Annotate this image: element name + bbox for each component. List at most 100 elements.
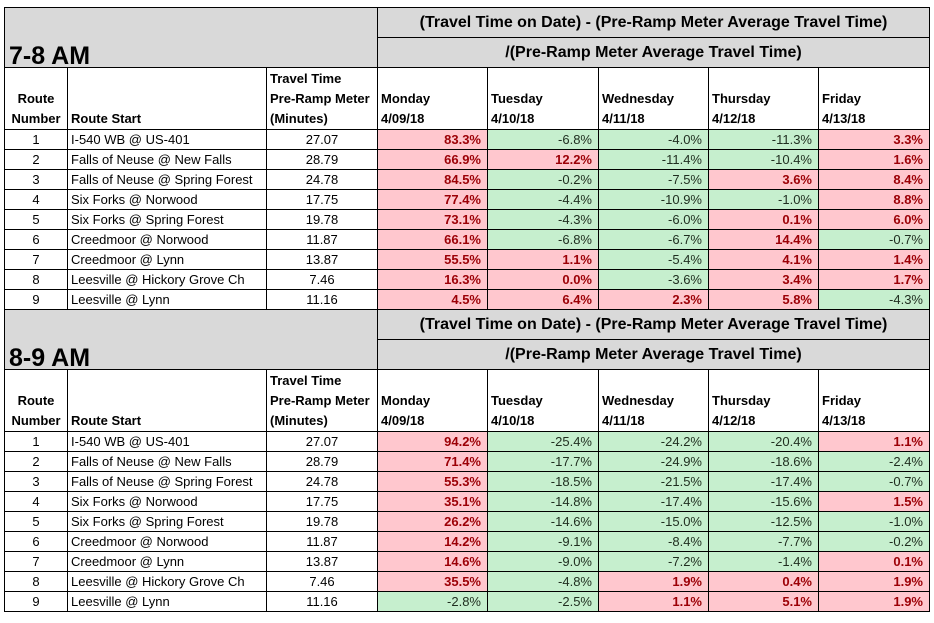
route-number-cell[interactable]: 6 — [4, 531, 68, 552]
percent-change-cell[interactable]: -1.0% — [818, 511, 930, 532]
percent-change-cell[interactable]: -17.4% — [598, 491, 709, 512]
percent-change-cell[interactable]: -9.0% — [487, 551, 599, 572]
percent-change-cell[interactable]: 1.9% — [598, 571, 709, 592]
percent-change-cell[interactable]: -24.2% — [598, 431, 709, 452]
percent-change-cell[interactable]: 71.4% — [377, 451, 488, 472]
pre-ramp-cell[interactable]: 11.16 — [266, 289, 378, 310]
pre-ramp-cell[interactable]: 17.75 — [266, 491, 378, 512]
percent-change-cell[interactable]: -25.4% — [487, 431, 599, 452]
percent-change-cell[interactable]: 5.8% — [708, 289, 819, 310]
percent-change-cell[interactable]: 16.3% — [377, 269, 488, 290]
formula-line-1[interactable]: (Travel Time on Date) - (Pre-Ramp Meter … — [377, 7, 930, 38]
percent-change-cell[interactable]: -18.5% — [487, 471, 599, 492]
percent-change-cell[interactable]: -18.6% — [708, 451, 819, 472]
percent-change-cell[interactable]: 35.1% — [377, 491, 488, 512]
percent-change-cell[interactable]: -10.4% — [708, 149, 819, 170]
pre-ramp-cell[interactable]: 11.87 — [266, 531, 378, 552]
pre-ramp-cell[interactable]: 13.87 — [266, 249, 378, 270]
route-start-cell[interactable]: Falls of Neuse @ New Falls — [67, 149, 267, 170]
percent-change-cell[interactable]: -6.8% — [487, 229, 599, 250]
percent-change-cell[interactable]: -7.2% — [598, 551, 709, 572]
route-number-cell[interactable]: 5 — [4, 511, 68, 532]
percent-change-cell[interactable]: 35.5% — [377, 571, 488, 592]
percent-change-cell[interactable]: 1.5% — [818, 491, 930, 512]
route-number-cell[interactable]: 9 — [4, 591, 68, 612]
percent-change-cell[interactable]: 0.0% — [487, 269, 599, 290]
pre-ramp-cell[interactable]: 27.07 — [266, 431, 378, 452]
route-start-cell[interactable]: Six Forks @ Spring Forest — [67, 511, 267, 532]
route-start-cell[interactable]: Leesville @ Hickory Grove Ch — [67, 269, 267, 290]
pre-ramp-cell[interactable]: 24.78 — [266, 169, 378, 190]
route-number-cell[interactable]: 4 — [4, 189, 68, 210]
percent-change-cell[interactable]: 0.4% — [708, 571, 819, 592]
percent-change-cell[interactable]: -11.4% — [598, 149, 709, 170]
percent-change-cell[interactable]: -14.6% — [487, 511, 599, 532]
day-header-wednesday[interactable]: Wednesday 4/11/18 — [598, 67, 709, 130]
percent-change-cell[interactable]: 1.6% — [818, 149, 930, 170]
percent-change-cell[interactable]: 14.2% — [377, 531, 488, 552]
percent-change-cell[interactable]: -10.9% — [598, 189, 709, 210]
percent-change-cell[interactable]: 0.1% — [708, 209, 819, 230]
route-number-cell[interactable]: 2 — [4, 149, 68, 170]
formula-line-2[interactable]: /(Pre-Ramp Meter Average Travel Time) — [377, 339, 930, 370]
route-number-cell[interactable]: 5 — [4, 209, 68, 230]
pre-ramp-cell[interactable]: 28.79 — [266, 149, 378, 170]
percent-change-cell[interactable]: -15.0% — [598, 511, 709, 532]
percent-change-cell[interactable]: 8.4% — [818, 169, 930, 190]
pre-ramp-header[interactable]: Travel Time Pre-Ramp Meter (Minutes) — [266, 369, 378, 432]
percent-change-cell[interactable]: 3.4% — [708, 269, 819, 290]
day-header-friday[interactable]: Friday 4/13/18 — [818, 369, 930, 432]
percent-change-cell[interactable]: 5.1% — [708, 591, 819, 612]
route-start-cell[interactable]: Creedmoor @ Norwood — [67, 531, 267, 552]
percent-change-cell[interactable]: 1.9% — [818, 571, 930, 592]
route-start-cell[interactable]: Leesville @ Lynn — [67, 289, 267, 310]
route-start-cell[interactable]: Falls of Neuse @ New Falls — [67, 451, 267, 472]
percent-change-cell[interactable]: 14.6% — [377, 551, 488, 572]
route-number-cell[interactable]: 9 — [4, 289, 68, 310]
day-header-friday[interactable]: Friday 4/13/18 — [818, 67, 930, 130]
percent-change-cell[interactable]: -8.4% — [598, 531, 709, 552]
percent-change-cell[interactable]: 12.2% — [487, 149, 599, 170]
route-number-cell[interactable]: 1 — [4, 129, 68, 150]
route-start-cell[interactable]: Creedmoor @ Norwood — [67, 229, 267, 250]
percent-change-cell[interactable]: -4.0% — [598, 129, 709, 150]
percent-change-cell[interactable]: -12.5% — [708, 511, 819, 532]
percent-change-cell[interactable]: 1.9% — [818, 591, 930, 612]
percent-change-cell[interactable]: 84.5% — [377, 169, 488, 190]
percent-change-cell[interactable]: -17.4% — [708, 471, 819, 492]
percent-change-cell[interactable]: 6.4% — [487, 289, 599, 310]
route-start-cell[interactable]: I-540 WB @ US-401 — [67, 431, 267, 452]
route-start-cell[interactable]: Leesville @ Hickory Grove Ch — [67, 571, 267, 592]
percent-change-cell[interactable]: -4.3% — [818, 289, 930, 310]
percent-change-cell[interactable]: -14.8% — [487, 491, 599, 512]
pre-ramp-cell[interactable]: 17.75 — [266, 189, 378, 210]
route-number-cell[interactable]: 4 — [4, 491, 68, 512]
percent-change-cell[interactable]: -3.6% — [598, 269, 709, 290]
percent-change-cell[interactable]: 3.6% — [708, 169, 819, 190]
percent-change-cell[interactable]: -6.7% — [598, 229, 709, 250]
percent-change-cell[interactable]: 1.1% — [487, 249, 599, 270]
route-start-cell[interactable]: Six Forks @ Norwood — [67, 491, 267, 512]
percent-change-cell[interactable]: -20.4% — [708, 431, 819, 452]
route-number-cell[interactable]: 1 — [4, 431, 68, 452]
pre-ramp-cell[interactable]: 11.16 — [266, 591, 378, 612]
percent-change-cell[interactable]: -11.3% — [708, 129, 819, 150]
route-start-cell[interactable]: Falls of Neuse @ Spring Forest — [67, 169, 267, 190]
route-start-header[interactable]: Route Start — [67, 369, 267, 432]
formula-line-1[interactable]: (Travel Time on Date) - (Pre-Ramp Meter … — [377, 309, 930, 340]
pre-ramp-cell[interactable]: 7.46 — [266, 571, 378, 592]
percent-change-cell[interactable]: -5.4% — [598, 249, 709, 270]
percent-change-cell[interactable]: 3.3% — [818, 129, 930, 150]
percent-change-cell[interactable]: 55.5% — [377, 249, 488, 270]
percent-change-cell[interactable]: 4.5% — [377, 289, 488, 310]
route-number-cell[interactable]: 7 — [4, 551, 68, 572]
percent-change-cell[interactable]: -7.5% — [598, 169, 709, 190]
pre-ramp-cell[interactable]: 24.78 — [266, 471, 378, 492]
pre-ramp-cell[interactable]: 13.87 — [266, 551, 378, 572]
route-number-cell[interactable]: 8 — [4, 571, 68, 592]
pre-ramp-header[interactable]: Travel Time Pre-Ramp Meter (Minutes) — [266, 67, 378, 130]
route-start-cell[interactable]: Six Forks @ Spring Forest — [67, 209, 267, 230]
day-header-thursday[interactable]: Thursday 4/12/18 — [708, 369, 819, 432]
day-header-wednesday[interactable]: Wednesday 4/11/18 — [598, 369, 709, 432]
pre-ramp-cell[interactable]: 7.46 — [266, 269, 378, 290]
